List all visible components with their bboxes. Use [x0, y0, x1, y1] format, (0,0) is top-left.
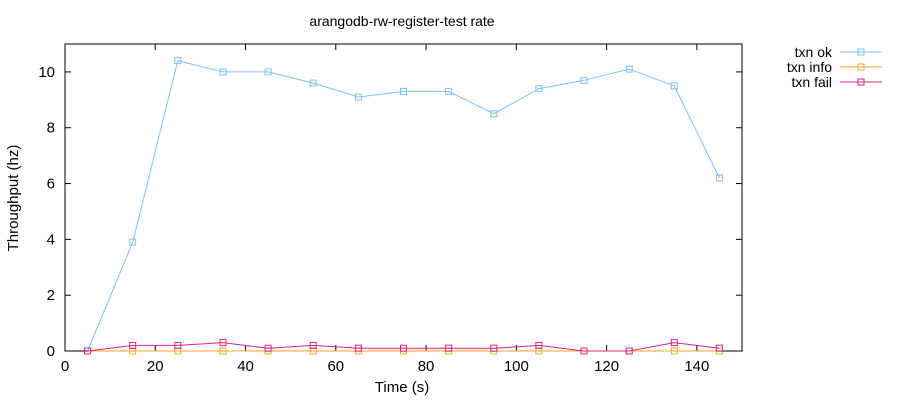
data-point — [309, 341, 317, 349]
chart-title: arangodb-rw-register-test rate — [309, 13, 494, 29]
x-tick-label: 0 — [61, 358, 69, 375]
y-tick-label: 4 — [47, 231, 55, 248]
legend-marker — [857, 63, 865, 71]
data-point — [129, 341, 137, 349]
data-point — [625, 65, 633, 73]
y-tick-label: 2 — [47, 287, 55, 304]
data-point — [445, 344, 453, 352]
legend-marker — [857, 48, 865, 56]
data-point — [400, 87, 407, 95]
y-tick-label: 8 — [47, 120, 55, 137]
data-point — [715, 344, 723, 352]
data-point — [670, 339, 678, 347]
data-point — [219, 339, 227, 347]
series-layer — [84, 57, 723, 355]
x-axis-label: Time (s) — [375, 379, 429, 396]
y-axis-label: Throughput (hz) — [5, 145, 22, 252]
data-point — [129, 238, 137, 246]
data-point — [400, 344, 407, 352]
series-line — [87, 342, 720, 352]
data-point — [174, 57, 182, 65]
legend-label: txn fail — [792, 74, 832, 90]
data-point — [354, 344, 362, 352]
data-point — [445, 87, 453, 95]
x-tick-label: 60 — [327, 358, 344, 375]
legend-marker — [857, 78, 865, 86]
data-point — [309, 79, 317, 87]
axes-group: 0 20 40 60 80 100 120 140 0 2 4 6 8 10 — [38, 43, 743, 375]
data-point — [490, 344, 498, 352]
data-point — [264, 344, 272, 352]
x-tick-label: 20 — [147, 358, 164, 375]
x-tick-label: 80 — [418, 358, 435, 375]
data-point — [625, 347, 633, 355]
data-point — [84, 347, 92, 355]
data-point — [219, 347, 227, 355]
series-line — [87, 60, 720, 352]
x-tick-label: 120 — [594, 358, 619, 375]
data-point — [580, 76, 588, 84]
legend-label: txn ok — [795, 44, 833, 60]
data-point — [670, 347, 678, 355]
data-point — [354, 93, 362, 101]
data-point — [219, 68, 227, 76]
data-point — [264, 68, 272, 76]
x-tick-label: 140 — [684, 358, 709, 375]
data-point — [535, 341, 543, 349]
data-point — [715, 174, 723, 182]
y-tick-label: 0 — [47, 343, 55, 360]
data-point — [535, 85, 543, 93]
x-tick-label: 100 — [504, 358, 529, 375]
x-tick-label: 40 — [237, 358, 254, 375]
data-point — [670, 82, 678, 90]
y-tick-label: 10 — [38, 64, 55, 81]
y-tick-label: 6 — [47, 176, 55, 193]
series-txn-fail — [84, 339, 723, 355]
data-point — [174, 341, 182, 349]
data-point — [580, 347, 588, 355]
data-point — [490, 110, 498, 118]
legend-label: txn info — [787, 59, 832, 75]
